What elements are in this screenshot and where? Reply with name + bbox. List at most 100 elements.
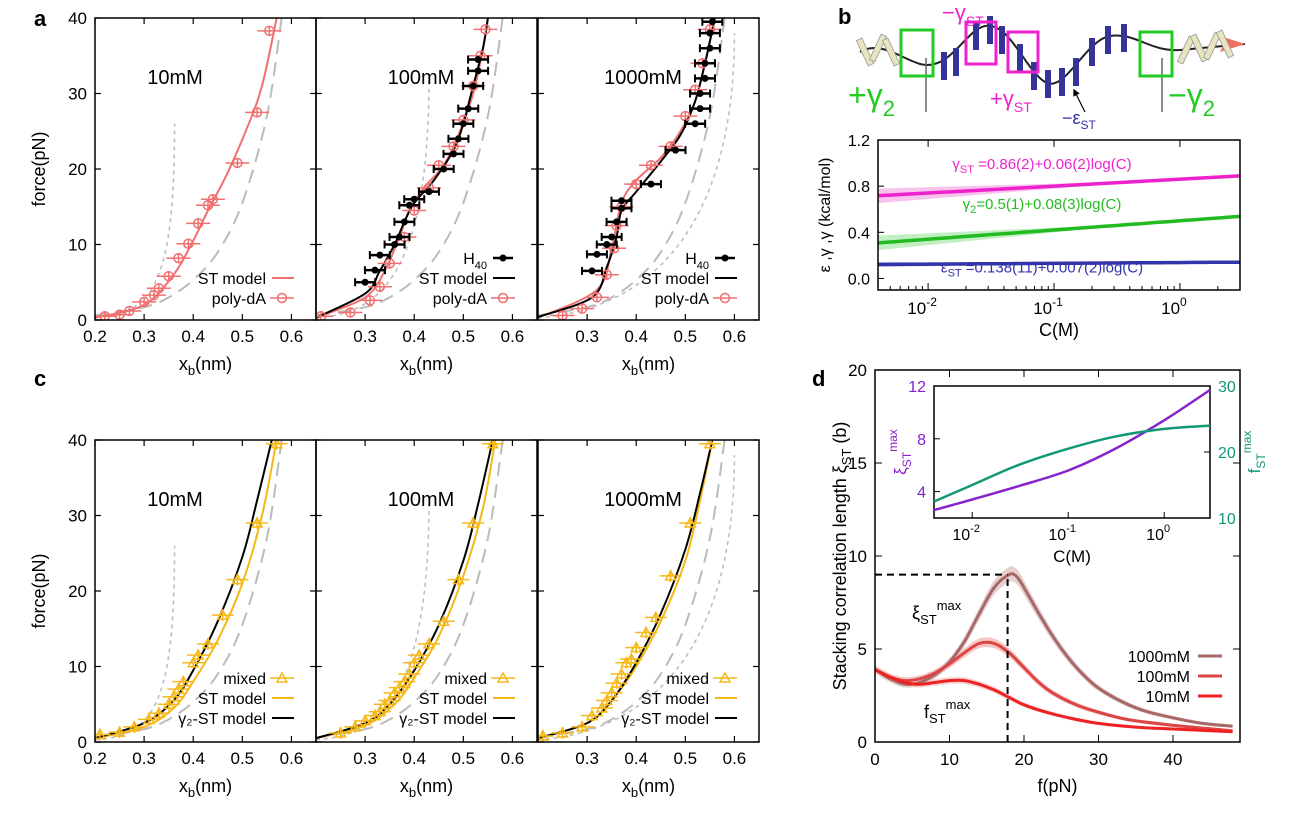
y-tick-label: 0.8 <box>848 179 870 196</box>
inset-yl-tick-label: 4 <box>917 485 926 502</box>
label-tail: =0.86(2)+0.06(2)log(C) <box>974 156 1132 173</box>
h40-point <box>400 218 408 226</box>
label-head: γ <box>963 196 971 213</box>
h40-point <box>454 135 462 143</box>
plot-area <box>95 440 288 741</box>
polyA-point <box>232 157 243 169</box>
h40-point <box>706 29 714 37</box>
label-head: ε <box>941 260 948 277</box>
base-stacked <box>1089 38 1095 66</box>
inset-yr-tick-label: 10 <box>1218 511 1236 528</box>
y-tick-label: 10 <box>848 547 867 566</box>
mixed-point <box>625 652 638 664</box>
x-tick-label: 0.2 <box>83 327 107 346</box>
legend-polyA-label: poly-dA <box>655 291 710 308</box>
base-stacked <box>987 16 993 44</box>
x-axis-label: xb(nm) <box>622 354 675 378</box>
mixed-point <box>270 440 283 449</box>
annotation-ximax: ξSTmax <box>912 598 962 627</box>
y-tick-label: 1.2 <box>848 133 870 150</box>
curve-100mM <box>875 640 1233 733</box>
h40-point <box>361 278 369 286</box>
ylabel-unit: (b) <box>830 422 850 449</box>
x-axis-label: C(M) <box>1039 320 1079 340</box>
h40-point <box>425 188 433 196</box>
mixed-point <box>575 720 589 732</box>
polyA-point <box>163 270 174 282</box>
polyA-point <box>591 292 603 303</box>
xlabel-main: x <box>400 354 409 374</box>
y-axis-label: force(pN) <box>29 131 49 206</box>
subplot-c-2: 0.3 0.4 0.5 0.6 xb(nm) 1000mM mixed ST model γ₂-… <box>537 439 760 800</box>
annotation-fmax: fSTmax <box>924 697 971 726</box>
panel-label-c: c <box>34 366 46 391</box>
mixed-point <box>703 440 717 449</box>
label-tail: =0.138(11)+0.007(2)log(C) <box>962 260 1144 277</box>
plot-area <box>878 174 1240 267</box>
xlabel-unit: (nm) <box>638 354 675 374</box>
y-tick-label: 15 <box>848 454 867 473</box>
wlc-reference-curve <box>95 440 283 739</box>
panel-label-d: d <box>812 366 825 391</box>
bases <box>855 16 1235 98</box>
y-tick-label: 10 <box>68 658 87 677</box>
x-tick-label: 0.3 <box>132 327 156 346</box>
mixed-point <box>142 712 156 725</box>
mixed-point <box>250 516 264 528</box>
x-axis-label: xb(nm) <box>400 354 453 378</box>
box-gamma2-right <box>1138 30 1174 78</box>
h40-point <box>474 56 482 64</box>
label-sub: ST <box>948 268 962 280</box>
tick-base: 10 <box>1048 527 1066 544</box>
x-tick-label: 0.4 <box>181 327 205 346</box>
legend-st-label: ST model <box>198 271 266 288</box>
polyA-point <box>173 252 184 264</box>
subplot-c-0: 0.2 0.3 0.4 0.5 0.6 xb(nm) 0 10 20 30 40 10mM mixed S… <box>68 431 317 800</box>
y-tick-label: 0 <box>78 311 87 330</box>
x-tick-label: 0.3 <box>575 749 599 768</box>
tick-base: 10 <box>1161 299 1180 318</box>
x-tick-label: 0.6 <box>280 749 304 768</box>
mixed-point <box>177 675 190 687</box>
polyA-point <box>645 159 657 171</box>
xlabel-sub: b <box>188 363 195 378</box>
concentration-label: 1000mM <box>604 67 682 89</box>
mixed-point <box>403 667 416 679</box>
y-tick-label: 5 <box>858 640 867 659</box>
x-tick-label: 10-2 <box>907 295 937 318</box>
mixed-point <box>615 667 628 679</box>
base-stacked <box>973 22 979 50</box>
base-unstacked <box>855 37 875 67</box>
base-stacked <box>941 52 947 80</box>
x-tick-label: 0.5 <box>452 749 476 768</box>
xlabel-unit: (nm) <box>638 776 675 796</box>
y-axis-label: Stacking correlation length ξST (b) <box>830 422 854 691</box>
fit-line-gamma2 <box>878 214 1240 245</box>
h40-point <box>647 180 655 188</box>
box-gammaST-left <box>964 20 998 66</box>
base-unstacked <box>1189 33 1209 63</box>
mixed-point <box>466 516 480 528</box>
h40-point <box>469 82 477 90</box>
band-10mM <box>875 665 1233 734</box>
xlabel-main: x <box>179 354 188 374</box>
h40-point <box>464 105 472 113</box>
h40-point <box>617 204 625 212</box>
tick-base: 10 <box>907 299 926 318</box>
mixed-point <box>556 726 569 738</box>
mixed-point <box>398 675 411 687</box>
label-sub: 2 <box>970 204 976 216</box>
legend-st-label: ST model <box>641 271 709 288</box>
box-gamma2-left <box>899 28 935 78</box>
polyA-point <box>364 295 376 306</box>
ylabel-main: Stacking correlation length ξ <box>830 465 850 690</box>
x-tick-label: 0.2 <box>83 749 107 768</box>
legend-label-100mM: 100mM <box>1137 669 1190 686</box>
y-tick-label: 0.4 <box>848 225 870 242</box>
x-tick-label: 40 <box>1163 750 1182 769</box>
polyA-point <box>138 296 150 308</box>
y-tick-label: 10 <box>68 236 87 255</box>
base-stacked <box>1017 44 1023 72</box>
